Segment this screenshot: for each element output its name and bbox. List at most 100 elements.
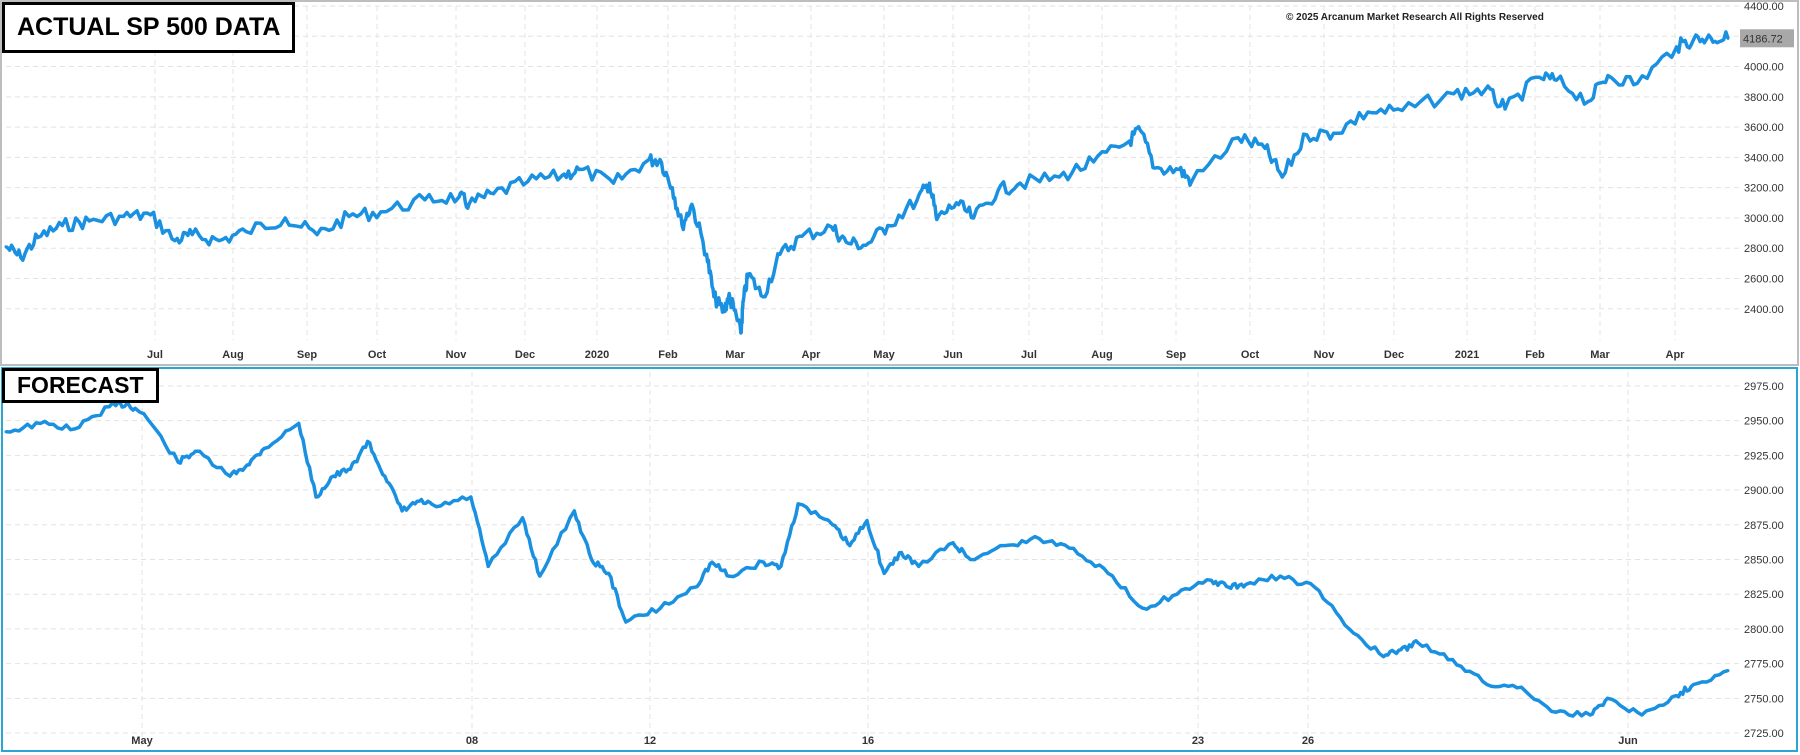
top-series-group	[4, 30, 1730, 335]
bottom-data-point	[228, 474, 232, 478]
top-data-point	[1236, 136, 1240, 140]
top-x-tick-label: Sep	[1166, 349, 1186, 361]
top-x-tick-label: Aug	[222, 349, 243, 361]
top-data-point	[1057, 175, 1061, 179]
top-data-point	[467, 202, 471, 206]
top-y-tick-label: 3800.00	[1744, 92, 1784, 104]
top-x-tick-label: May	[873, 349, 895, 361]
bottom-data-point	[486, 564, 490, 568]
top-data-point	[927, 181, 931, 185]
bottom-data-point	[1037, 537, 1041, 541]
bottom-data-point	[73, 427, 77, 431]
top-y-tick-label: 2400.00	[1744, 304, 1784, 316]
top-y-tick-label: 2800.00	[1744, 243, 1784, 255]
top-data-point	[778, 252, 782, 256]
bottom-data-point	[1399, 648, 1403, 652]
top-data-point	[491, 192, 495, 196]
top-data-point	[1138, 128, 1142, 132]
top-data-point	[732, 305, 736, 309]
top-data-point	[935, 217, 939, 221]
top-x-tick-label: Mar	[725, 349, 745, 361]
bottom-data-point	[1106, 571, 1110, 575]
top-x-tick-label: Apr	[1666, 349, 1686, 361]
top-data-point	[315, 233, 319, 237]
bottom-data-point	[1692, 682, 1696, 686]
bottom-data-point	[1726, 669, 1730, 673]
top-data-point	[646, 158, 650, 162]
top-y-tick-label: 4400.00	[1744, 1, 1784, 13]
bottom-y-tick-label: 2925.00	[1744, 450, 1784, 462]
top-data-point	[1483, 87, 1487, 91]
bottom-y-tick-label: 2950.00	[1744, 416, 1784, 428]
top-x-tick-label: Sep	[297, 349, 317, 361]
top-data-point	[954, 201, 958, 205]
top-data-point	[1726, 36, 1730, 40]
bottom-data-point	[848, 544, 852, 548]
top-data-point	[19, 255, 23, 259]
bottom-data-point	[831, 523, 835, 527]
bottom-data-point	[796, 502, 800, 506]
top-data-point	[844, 240, 848, 244]
top-data-point	[1366, 110, 1370, 114]
top-data-point	[864, 243, 868, 247]
top-data-point	[560, 174, 564, 178]
top-data-point	[423, 198, 427, 202]
current-price-badge	[1740, 29, 1794, 48]
bottom-data-point	[607, 571, 611, 575]
bottom-data-point	[1519, 685, 1523, 689]
bottom-data-point	[245, 463, 249, 467]
bottom-data-point	[176, 460, 180, 464]
bottom-data-point	[1605, 696, 1609, 700]
top-data-point	[283, 216, 287, 220]
bottom-x-tick-label: May	[131, 735, 153, 747]
top-y-tick-label: 3400.00	[1744, 152, 1784, 164]
bottom-data-point	[1003, 544, 1007, 548]
top-data-point	[244, 230, 248, 234]
top-x-tick-label: Nov	[1314, 349, 1336, 361]
bottom-data-point	[624, 620, 628, 624]
bottom-data-point	[572, 509, 576, 513]
bottom-series-group	[4, 400, 1730, 718]
top-data-point	[1503, 107, 1507, 111]
bottom-data-point	[1382, 655, 1386, 659]
top-data-point	[670, 186, 674, 190]
top-x-tick-label: Jul	[147, 349, 163, 361]
top-series-line	[5, 30, 1730, 335]
bottom-data-point	[1640, 713, 1644, 717]
top-data-point	[886, 224, 890, 228]
top-data-point	[1537, 75, 1541, 79]
top-data-point	[1675, 45, 1679, 49]
bottom-data-point	[297, 421, 301, 425]
bottom-data-point	[1175, 592, 1179, 596]
top-y-tick-label: 3200.00	[1744, 183, 1784, 195]
top-x-tick-label: Dec	[1384, 349, 1404, 361]
top-data-point	[1635, 81, 1639, 85]
bottom-data-point	[107, 405, 111, 409]
bottom-data-point	[727, 574, 731, 578]
top-x-tick-label: Mar	[1590, 349, 1610, 361]
bottom-data-point	[469, 495, 473, 499]
top-panel-frame	[0, 0, 1799, 366]
bottom-data-point	[779, 564, 783, 568]
bottom-data-point	[38, 421, 42, 425]
top-data-point	[972, 216, 976, 220]
bottom-data-point	[142, 412, 146, 416]
top-data-point	[1126, 140, 1130, 144]
top-data-point	[577, 168, 581, 172]
bottom-data-point	[1278, 574, 1282, 578]
bottom-data-point	[917, 564, 921, 568]
bottom-y-tick-label: 2875.00	[1744, 520, 1784, 532]
bottom-y-tick-label: 2825.00	[1744, 589, 1784, 601]
bottom-data-point	[1347, 627, 1351, 631]
top-data-point	[1332, 131, 1336, 135]
top-data-point	[1692, 37, 1696, 41]
top-data-point	[1177, 168, 1181, 172]
top-data-point	[705, 252, 709, 256]
top-data-point	[1452, 92, 1456, 96]
bottom-y-tick-label: 2775.00	[1744, 659, 1784, 671]
bottom-x-tick-label: 08	[466, 735, 478, 747]
top-data-point	[190, 233, 194, 237]
bottom-data-point	[348, 467, 352, 471]
bottom-data-point	[589, 557, 593, 561]
